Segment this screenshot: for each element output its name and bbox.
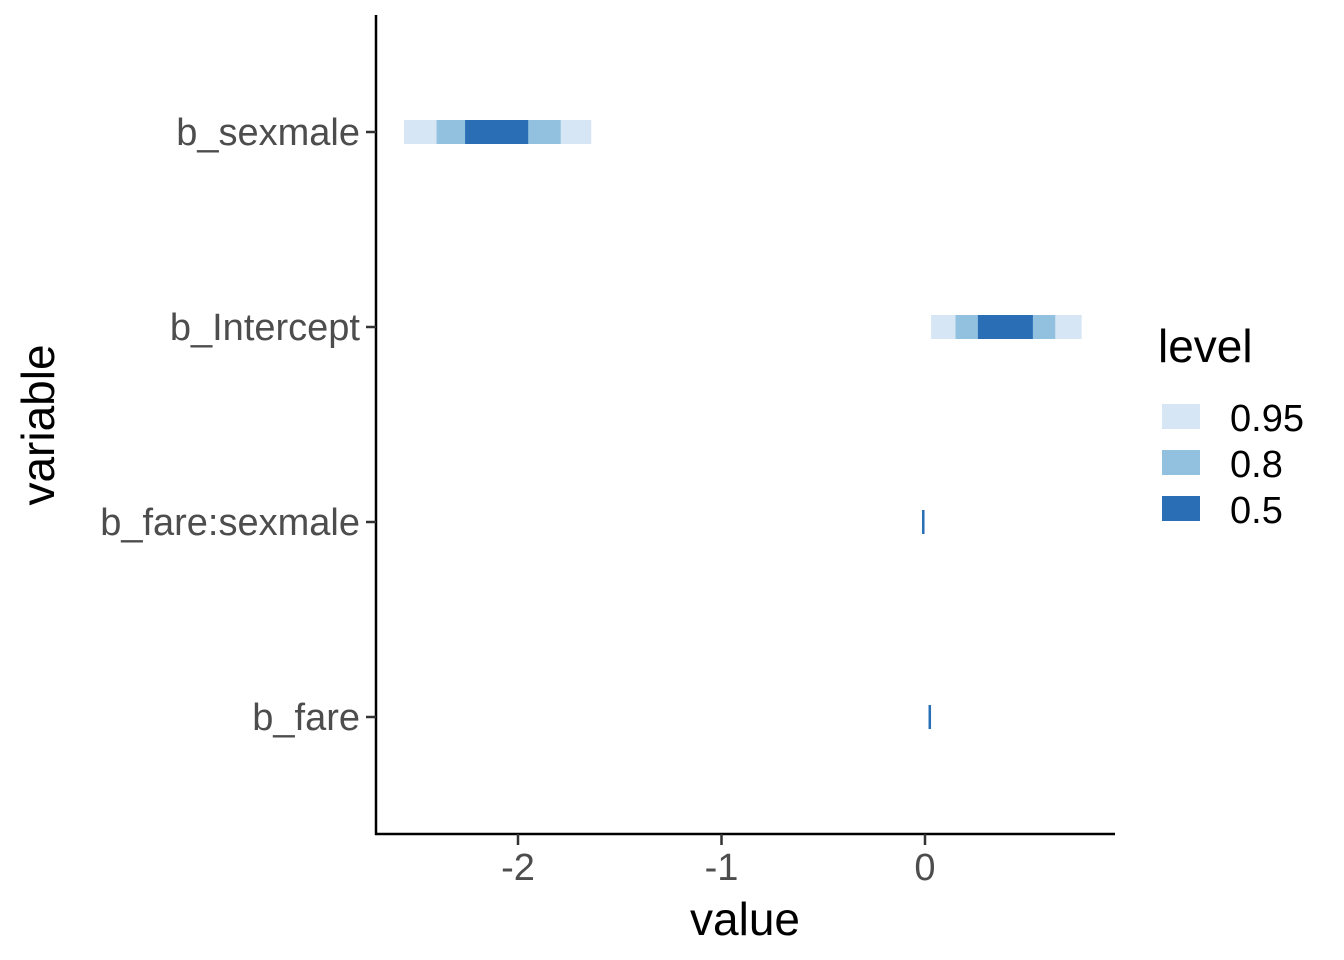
interval-b-intercept-0-5	[977, 315, 1033, 339]
legend-label-0-95: 0.95	[1230, 398, 1304, 440]
x-tick-label: -1	[705, 847, 739, 889]
legend-title: level	[1158, 320, 1253, 372]
x-axis-ticks: -2 -1 0	[501, 834, 936, 889]
x-tick-label: 0	[914, 847, 935, 889]
interval-b-sexmale-0-5	[465, 120, 529, 144]
y-axis-ticks: b_sexmale b_Intercept b_fare:sexmale b_fare	[100, 112, 376, 739]
legend-label-0-5: 0.5	[1230, 490, 1283, 532]
x-tick-label: -2	[501, 847, 535, 889]
legend-key-0-5	[1162, 496, 1200, 521]
legend: level 0.950.80.5	[1158, 320, 1304, 532]
y-tick-label-b-intercept: b_Intercept	[170, 307, 361, 349]
y-axis-title: variable	[12, 344, 64, 505]
y-tick-label-b-fare-sexmale: b_fare:sexmale	[100, 502, 360, 544]
y-tick-label-b-fare: b_fare	[252, 697, 360, 739]
legend-key-0-95	[1162, 404, 1200, 429]
legend-label-0-8: 0.8	[1230, 444, 1283, 486]
x-axis-title: value	[690, 893, 800, 945]
interval-b-fare-sexmale-0-5	[922, 510, 925, 534]
legend-key-0-8	[1162, 450, 1200, 475]
y-tick-label-b-sexmale: b_sexmale	[176, 112, 360, 154]
interval-b-fare-0-5	[928, 705, 932, 729]
interval-bars	[404, 120, 1082, 729]
